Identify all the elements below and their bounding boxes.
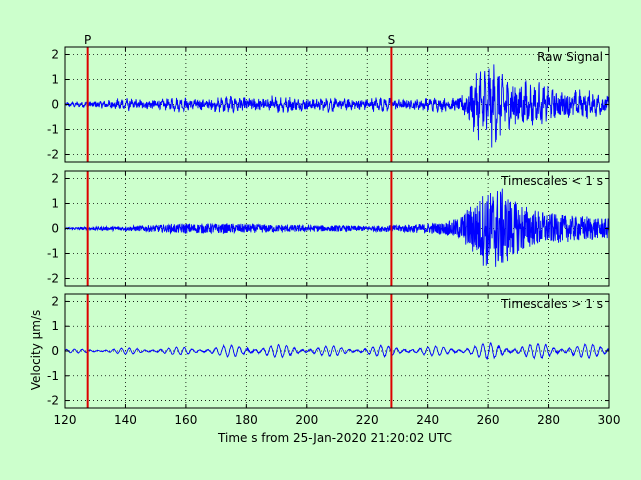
y-tick-label: -2 xyxy=(47,394,59,408)
panel-label: Timescales > 1 s xyxy=(500,297,603,311)
panel-2: -2 -1 0 1 2 Timescales < 1 s xyxy=(47,170,610,287)
x-tick-label: 120 xyxy=(54,413,77,427)
phase-marker-s-label: S xyxy=(388,33,396,47)
panel-3: -2 -1 0 1 2 Timescales > 1 s xyxy=(47,293,610,409)
y-tick-label: 0 xyxy=(51,222,59,236)
x-axis-label: Time s from 25-Jan-2020 21:20:02 UTC xyxy=(217,431,452,445)
x-tick-label: 280 xyxy=(537,413,560,427)
signal-trace xyxy=(64,341,610,361)
y-axis-label: Velocity μm/s xyxy=(29,310,43,391)
y-tick-label: -1 xyxy=(47,247,59,261)
y-tick-label: 2 xyxy=(51,48,59,62)
x-tick-label: 260 xyxy=(477,413,500,427)
phase-marker-p-label: P xyxy=(84,33,91,47)
signal-trace xyxy=(64,188,610,267)
x-tick-label: 220 xyxy=(356,413,379,427)
x-tick-label: 240 xyxy=(416,413,439,427)
x-tick-label: 300 xyxy=(598,413,621,427)
y-tick-label: -1 xyxy=(47,369,59,383)
panel-1: -2 -1 0 1 2 Raw Signal xyxy=(47,46,610,163)
y-tick-label: 1 xyxy=(51,319,59,333)
y-tick-label: -2 xyxy=(47,272,59,286)
y-tick-label: -1 xyxy=(47,123,59,137)
panel-label: Timescales < 1 s xyxy=(500,174,603,188)
y-tick-label: 1 xyxy=(51,197,59,211)
panel-label: Raw Signal xyxy=(537,50,603,64)
y-tick-label: 0 xyxy=(51,344,59,358)
signal-trace xyxy=(64,64,610,148)
y-tick-label: 2 xyxy=(51,294,59,308)
x-tick-label: 160 xyxy=(174,413,197,427)
y-tick-label: 2 xyxy=(51,172,59,186)
y-tick-label: 0 xyxy=(51,98,59,112)
x-tick-label: 140 xyxy=(114,413,137,427)
x-tick-label: 200 xyxy=(295,413,318,427)
y-tick-label: -2 xyxy=(47,148,59,162)
x-tick-label: 180 xyxy=(235,413,258,427)
y-tick-label: 1 xyxy=(51,73,59,87)
